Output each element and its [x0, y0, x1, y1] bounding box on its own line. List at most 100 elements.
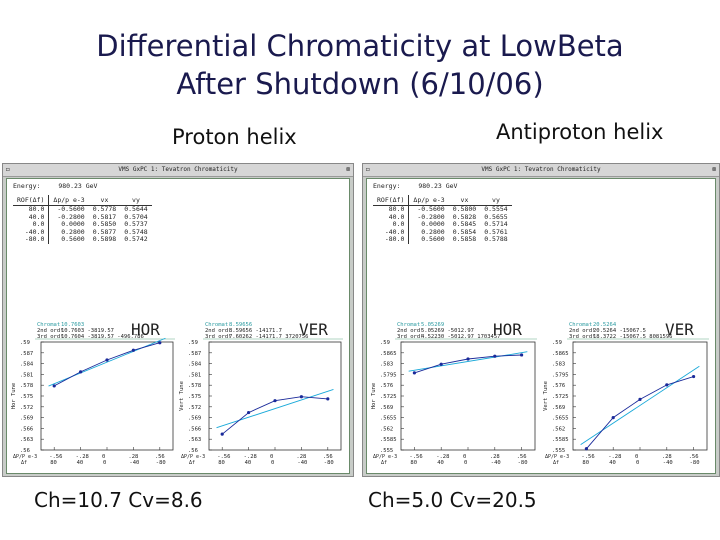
- data-point: [299, 395, 303, 399]
- y-tick-label: .583: [552, 362, 565, 368]
- y-tick-label: .584: [188, 362, 202, 368]
- y-tick-label: .5725: [380, 394, 397, 400]
- table-cell: 0.5714: [484, 220, 508, 228]
- plot-info-value: 7.60262 -14171.7 3720756: [229, 334, 308, 340]
- table-cell: 0.5828: [452, 212, 477, 221]
- linear-fit-line: [580, 365, 700, 446]
- y-tick-label: .5655: [552, 416, 569, 422]
- data-point: [520, 353, 524, 357]
- data-point: [638, 397, 642, 401]
- plot-info-value: 5.05269: [421, 322, 444, 328]
- plot-info-value: 20.5264 -15067.5: [593, 328, 646, 334]
- y-tick-label: .576: [552, 383, 565, 389]
- x-tick-label: -.56: [409, 454, 422, 460]
- y-tick-label: .5655: [380, 416, 397, 422]
- plot-info-label: 2nd ord!: [205, 328, 232, 334]
- col-dpp: Δp/p e-3: [48, 195, 89, 206]
- x-tick-label: .28: [296, 454, 306, 460]
- energy-label: Energy:: [13, 182, 41, 190]
- antiproton-helix-label: Antiproton helix: [496, 120, 664, 144]
- y-tick-label: .569: [20, 416, 33, 422]
- window-menu-icon[interactable]: ◻: [366, 166, 370, 173]
- table-cell: 0.5877: [92, 227, 117, 236]
- x-tick-label: 0: [270, 454, 273, 460]
- y-tick-label: .581: [20, 372, 33, 378]
- y-axis-label: Vert Tune: [543, 381, 549, 411]
- window-menu-icon[interactable]: ◻: [6, 166, 10, 173]
- x-tick-label-rof: 40: [77, 460, 84, 466]
- x-tick-label: -.28: [244, 454, 257, 460]
- col-rof: ROF(Δf): [13, 195, 50, 206]
- y-tick-label: .59: [380, 340, 390, 346]
- x-tick-label-rof: -40: [297, 460, 307, 466]
- data-point: [79, 370, 83, 374]
- x-axis-unit: ΔP/P e-3: [181, 454, 205, 460]
- x-tick-label-rof: 0: [464, 460, 467, 466]
- x-tick-label: -.28: [436, 454, 449, 460]
- plot-plane-label: HOR: [131, 320, 160, 339]
- y-tick-label: .563: [20, 437, 33, 443]
- y-tick-label: .555: [380, 448, 393, 454]
- col-vx: vx: [88, 195, 121, 206]
- y-tick-label: .575: [188, 394, 201, 400]
- table-cell: 0.5737: [124, 220, 148, 228]
- y-tick-label: .59: [188, 340, 198, 346]
- plot-info-value: 20.5264: [593, 322, 617, 328]
- y-axis-label: Hor Tune: [11, 383, 17, 410]
- plot-info-value: 8.59656 -14171.7: [229, 328, 282, 334]
- table-cell: 40.0: [13, 213, 50, 221]
- plot-frame: [572, 341, 708, 451]
- plot-frame: [40, 341, 174, 451]
- plot-info-label: 2nd ord!: [37, 328, 64, 334]
- table-row: 80.0 -0.5600 0.5800 0.5554: [373, 205, 512, 214]
- x-tick-label-rof: 0: [271, 460, 274, 466]
- x-tick-label-rof: -80: [690, 460, 700, 466]
- plot-info-label: 3rd ord!: [569, 334, 596, 340]
- x-axis-unit: ΔP/P e-3: [545, 454, 569, 460]
- table-cell: -40.0: [13, 228, 50, 236]
- table-cell: 0.5800: [452, 205, 477, 213]
- y-tick-label: .5795: [552, 372, 569, 378]
- x-tick-label-rof: 0: [636, 460, 639, 466]
- window-title-bar: ◻ VMS GxPC 1: Tevatron Chromaticity ⊠: [363, 164, 719, 177]
- window-content: Energy: 980.23 GeV ROF(Δf) Δp/p e-3 vx v…: [366, 178, 716, 474]
- y-axis-label: Hor Tune: [371, 383, 377, 410]
- table-cell: 0.5554: [484, 205, 508, 213]
- plot-info-label: Chromat: [397, 322, 420, 328]
- y-tick-label: .566: [188, 426, 201, 432]
- y-axis-label: Vert Tune: [179, 381, 185, 411]
- energy-value: 980.23 GeV: [58, 182, 98, 190]
- plot-plane-label: VER: [299, 320, 328, 339]
- x-tick-label-rof: -80: [324, 460, 334, 466]
- table-cell: 0.0: [373, 220, 410, 229]
- table-cell: 0.0: [13, 220, 50, 229]
- table-cell: 0.5704: [124, 212, 148, 221]
- window-close-icon[interactable]: ⊠: [346, 166, 350, 173]
- table-cell: 0.5845: [452, 220, 477, 228]
- x-tick-label-rof: 40: [437, 460, 444, 466]
- x-tick-label: .28: [662, 454, 672, 460]
- y-tick-label: .563: [188, 437, 201, 443]
- x-tick-label: -.28: [76, 454, 89, 460]
- window-title: VMS GxPC 1: Tevatron Chromaticity: [481, 166, 601, 173]
- data-point: [493, 354, 497, 358]
- y-tick-label: .5865: [380, 351, 397, 357]
- x-tick-label-rof: 0: [103, 460, 106, 466]
- table-row: 80.0 -0.5600 0.5778 0.5644: [13, 205, 152, 214]
- table-row: -40.0 0.2800 0.5854 0.5761: [373, 227, 512, 236]
- y-tick-label: .569: [380, 405, 393, 411]
- y-tick-label: .5725: [552, 394, 569, 400]
- window-close-icon[interactable]: ⊠: [712, 166, 716, 173]
- y-tick-label: .572: [188, 405, 201, 411]
- window-title-bar: ◻ VMS GxPC 1: Tevatron Chromaticity ⊠: [3, 164, 353, 177]
- plot-info-value: 4.52230 -5012.97 1703457: [421, 334, 500, 340]
- x-tick-label: 0: [102, 454, 105, 460]
- x-tick-label-rof: 80: [218, 460, 225, 466]
- table-cell: -80.0: [13, 235, 50, 244]
- table-cell: 0.5854: [452, 227, 477, 236]
- x-tick-label-rof: 40: [245, 460, 252, 466]
- x-tick-label: .28: [490, 454, 500, 460]
- plot-frame: [208, 341, 342, 451]
